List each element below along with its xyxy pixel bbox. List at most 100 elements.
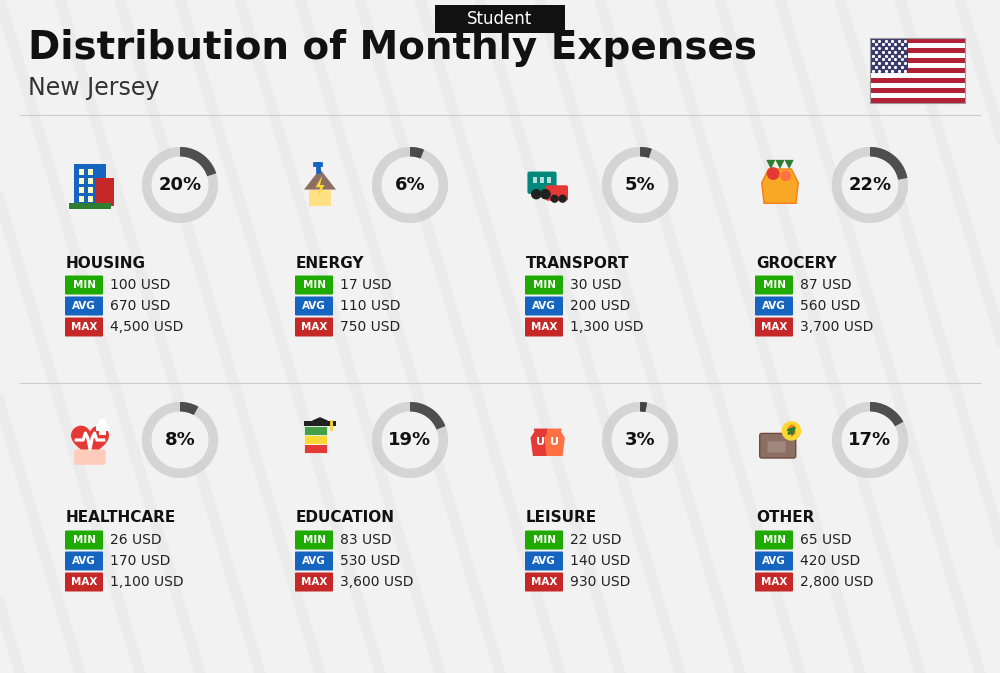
Polygon shape xyxy=(604,171,613,175)
Polygon shape xyxy=(414,147,415,157)
Polygon shape xyxy=(898,181,908,182)
Polygon shape xyxy=(894,420,902,425)
Polygon shape xyxy=(856,149,860,159)
Polygon shape xyxy=(647,148,649,157)
Polygon shape xyxy=(860,148,863,157)
Polygon shape xyxy=(205,421,213,426)
Polygon shape xyxy=(416,148,418,157)
Polygon shape xyxy=(878,403,880,413)
Polygon shape xyxy=(431,459,438,466)
Polygon shape xyxy=(645,147,647,157)
Polygon shape xyxy=(609,162,617,168)
Polygon shape xyxy=(646,213,648,222)
Polygon shape xyxy=(880,404,883,413)
Polygon shape xyxy=(372,441,382,443)
Polygon shape xyxy=(651,466,656,475)
Polygon shape xyxy=(438,188,448,189)
Polygon shape xyxy=(894,164,902,169)
Polygon shape xyxy=(438,443,448,445)
Polygon shape xyxy=(148,164,157,169)
Polygon shape xyxy=(415,147,417,157)
Polygon shape xyxy=(666,423,674,428)
Polygon shape xyxy=(182,147,183,157)
Polygon shape xyxy=(406,213,407,223)
Polygon shape xyxy=(648,149,651,157)
Polygon shape xyxy=(405,468,407,478)
Polygon shape xyxy=(645,402,647,412)
Text: Distribution of Monthly Expenses: Distribution of Monthly Expenses xyxy=(28,29,757,67)
Polygon shape xyxy=(663,457,671,463)
Polygon shape xyxy=(436,170,445,174)
Polygon shape xyxy=(888,155,894,163)
Polygon shape xyxy=(387,463,393,470)
Polygon shape xyxy=(881,405,885,414)
Polygon shape xyxy=(183,147,184,157)
Polygon shape xyxy=(659,460,666,468)
Polygon shape xyxy=(183,147,184,157)
Polygon shape xyxy=(645,147,647,157)
Polygon shape xyxy=(190,149,194,158)
Polygon shape xyxy=(646,468,648,477)
Polygon shape xyxy=(877,403,880,413)
Polygon shape xyxy=(645,402,646,412)
Polygon shape xyxy=(891,159,898,166)
Polygon shape xyxy=(435,421,443,425)
Polygon shape xyxy=(377,166,386,171)
Polygon shape xyxy=(883,406,888,415)
Polygon shape xyxy=(207,194,216,199)
Polygon shape xyxy=(890,157,896,164)
Polygon shape xyxy=(416,148,418,157)
Polygon shape xyxy=(182,213,183,223)
Polygon shape xyxy=(668,443,678,444)
Polygon shape xyxy=(894,165,903,170)
Polygon shape xyxy=(832,435,842,437)
Polygon shape xyxy=(431,414,438,421)
Polygon shape xyxy=(649,149,651,158)
Polygon shape xyxy=(658,207,664,215)
Polygon shape xyxy=(853,211,858,219)
Polygon shape xyxy=(165,149,169,159)
Polygon shape xyxy=(402,468,404,477)
Polygon shape xyxy=(414,147,416,157)
Polygon shape xyxy=(430,413,436,419)
Polygon shape xyxy=(202,160,209,167)
Polygon shape xyxy=(206,170,215,174)
Polygon shape xyxy=(613,413,620,421)
Polygon shape xyxy=(187,403,190,413)
Polygon shape xyxy=(413,147,415,157)
Polygon shape xyxy=(634,468,636,478)
Polygon shape xyxy=(429,412,436,419)
Polygon shape xyxy=(208,181,218,182)
Polygon shape xyxy=(602,433,612,435)
Polygon shape xyxy=(186,148,188,157)
Polygon shape xyxy=(886,208,892,216)
Polygon shape xyxy=(832,440,842,441)
Polygon shape xyxy=(427,410,433,417)
Polygon shape xyxy=(894,201,902,206)
Polygon shape xyxy=(193,151,198,160)
Polygon shape xyxy=(205,198,214,203)
Polygon shape xyxy=(833,433,842,435)
Polygon shape xyxy=(668,181,678,182)
Polygon shape xyxy=(603,176,612,179)
Polygon shape xyxy=(181,147,182,157)
Polygon shape xyxy=(196,153,201,162)
Polygon shape xyxy=(643,402,645,412)
Polygon shape xyxy=(643,402,644,412)
Polygon shape xyxy=(200,157,206,164)
Polygon shape xyxy=(884,209,890,218)
Polygon shape xyxy=(436,425,445,429)
Polygon shape xyxy=(415,147,417,157)
Polygon shape xyxy=(853,151,858,160)
Polygon shape xyxy=(896,170,905,174)
Polygon shape xyxy=(432,160,439,167)
Polygon shape xyxy=(628,149,631,158)
Polygon shape xyxy=(650,212,653,221)
Polygon shape xyxy=(896,168,904,172)
Polygon shape xyxy=(420,149,423,158)
Polygon shape xyxy=(894,419,902,424)
Polygon shape xyxy=(189,149,193,158)
Polygon shape xyxy=(891,159,897,166)
Polygon shape xyxy=(889,412,896,419)
Text: MIN: MIN xyxy=(532,280,556,290)
